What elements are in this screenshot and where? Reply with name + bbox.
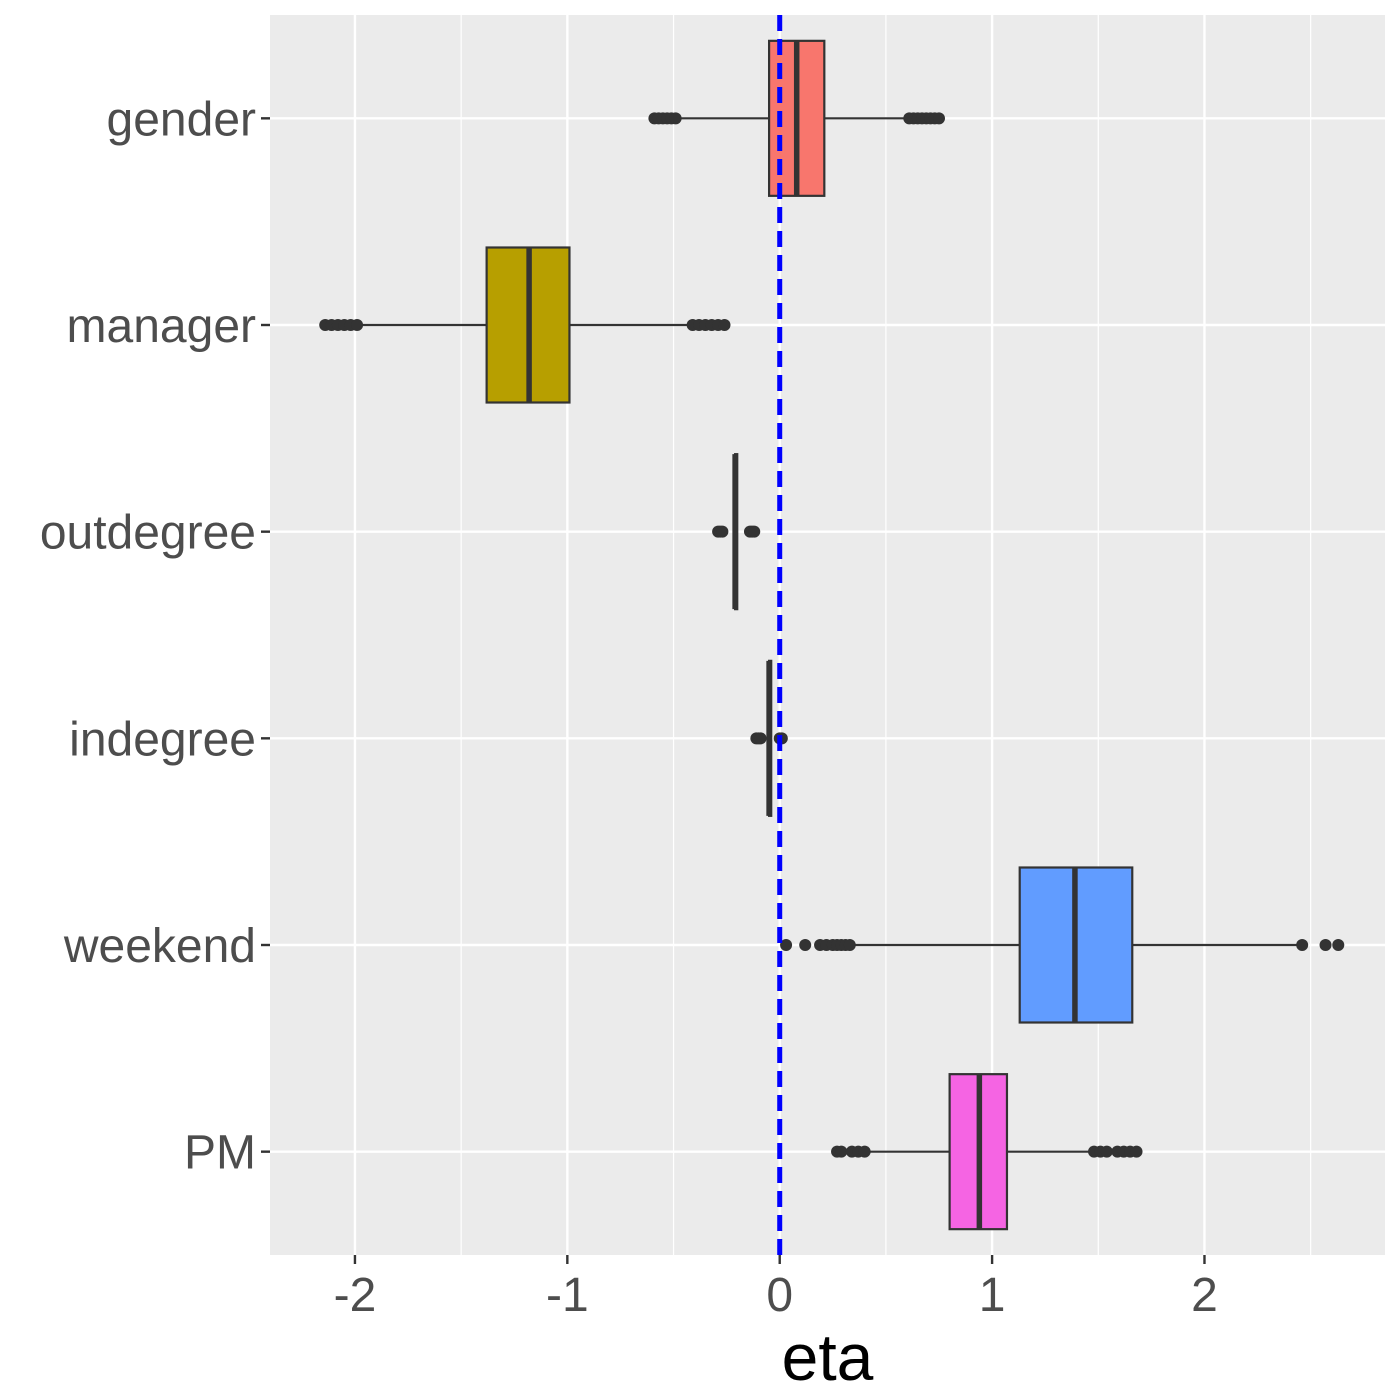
outlier-point [780,939,793,951]
boxplot-outdegree [712,453,761,611]
y-tick-label: outdegree [40,507,256,560]
boxplot-PM [831,1073,1143,1231]
boxplot-weekend [780,866,1345,1024]
outlier-point [799,939,812,951]
y-axis: gender manager outdegree indegree weekend PM [40,93,270,1180]
panel-background [270,15,1385,1255]
outlier-point [1296,939,1309,951]
minor-gridlines [460,15,1312,1255]
outlier-point [351,319,364,331]
y-tick-label: indegree [69,713,256,766]
boxplot-series [319,39,1345,1231]
boxplot-indegree [750,659,788,817]
x-axis: -2 -1 0 1 2 [334,1255,1218,1322]
y-tick-label: gender [107,93,256,146]
outlier-point [933,112,945,125]
x-tick-label: -2 [334,1269,377,1322]
y-tick-label: PM [184,1127,256,1180]
y-tick-label: manager [67,300,256,353]
outlier-point [1332,939,1345,951]
outlier-point [858,1145,871,1158]
outlier-point [716,525,729,538]
x-tick-label: 0 [766,1269,793,1322]
x-tick-label: 2 [1191,1269,1218,1322]
outlier-point [843,939,856,951]
outlier-point [669,112,682,125]
outlier-point [748,525,761,538]
outlier-point [1100,1145,1113,1158]
outlier-point [1319,939,1332,951]
boxplot-manager [319,246,731,404]
x-axis-title: eta [782,1320,874,1394]
outlier-point [835,1145,848,1158]
outlier-point [1130,1145,1143,1158]
y-tick-label: weekend [63,920,256,973]
x-tick-label: -1 [546,1269,589,1322]
outlier-point [754,732,767,745]
x-tick-label: 1 [979,1269,1006,1322]
outlier-point [718,319,731,331]
